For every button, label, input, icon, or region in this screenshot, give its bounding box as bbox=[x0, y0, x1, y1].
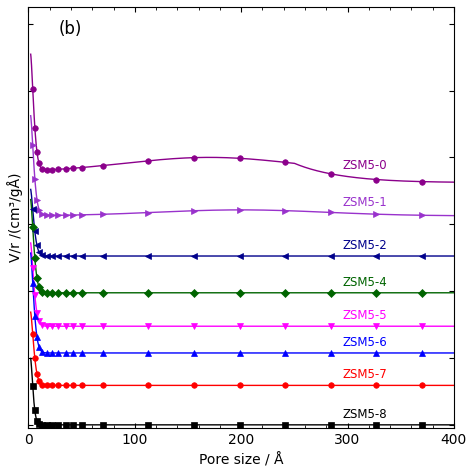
Text: ZSM5-2: ZSM5-2 bbox=[342, 239, 387, 252]
Text: ZSM5-1: ZSM5-1 bbox=[342, 196, 387, 209]
Text: ZSM5-6: ZSM5-6 bbox=[342, 336, 387, 349]
Text: (b): (b) bbox=[58, 19, 82, 37]
Y-axis label: V/r /(cm³/gÅ): V/r /(cm³/gÅ) bbox=[7, 173, 23, 262]
Text: ZSM5-5: ZSM5-5 bbox=[342, 309, 387, 322]
X-axis label: Pore size / Å: Pore size / Å bbox=[199, 453, 283, 467]
Text: ZSM5-8: ZSM5-8 bbox=[342, 408, 387, 421]
Text: ZSM5-4: ZSM5-4 bbox=[342, 276, 387, 289]
Text: ZSM5-7: ZSM5-7 bbox=[342, 368, 387, 382]
Text: ZSM5-0: ZSM5-0 bbox=[342, 159, 387, 172]
